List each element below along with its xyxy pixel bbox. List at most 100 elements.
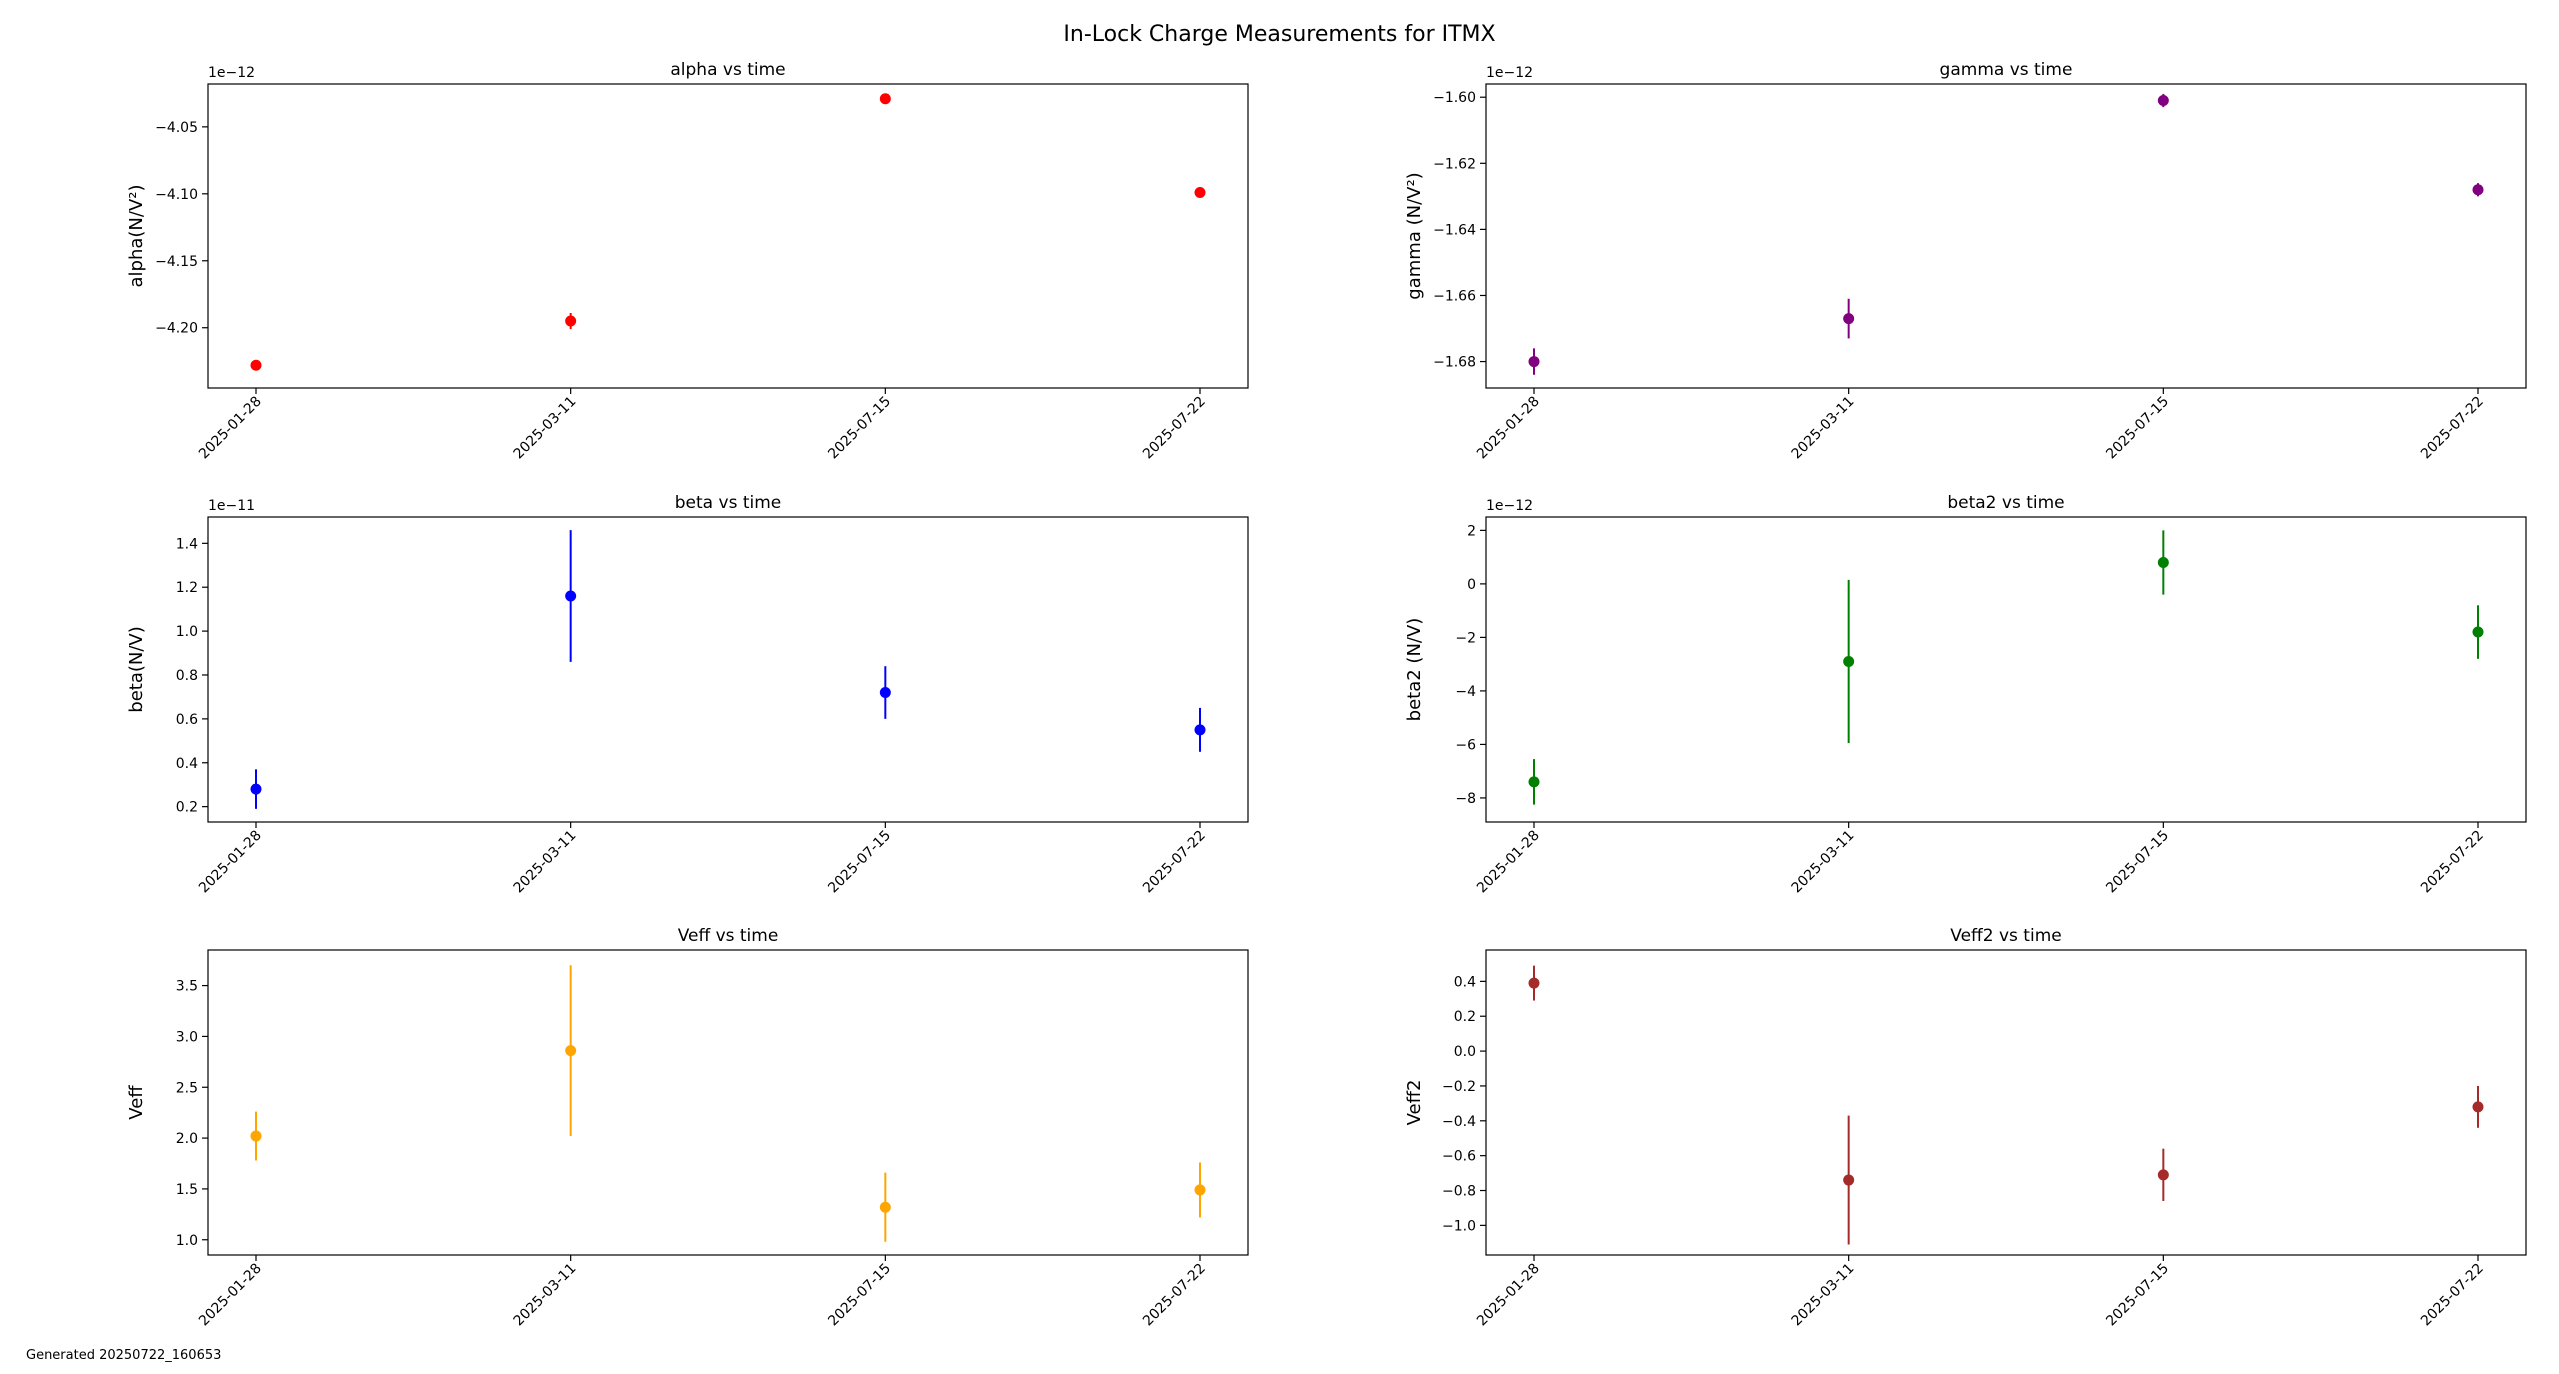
data-point (1528, 776, 1540, 788)
axes-frame (207, 949, 1249, 1256)
y-tick-label: 0.0 (1454, 1044, 1476, 1060)
y-tick-label: −2 (1455, 630, 1476, 646)
panel-5: Veff vs time 1.0 1.5 2.0 2.5 3.0 3.5 Veff 2025-0… (126, 926, 1249, 1330)
y-tick-label: −4.05 (155, 120, 198, 136)
x-tick-label: 2025-07-15 (825, 1261, 894, 1330)
data-point (250, 783, 262, 795)
data-point (250, 359, 262, 371)
data-point (1843, 655, 1855, 667)
axes-frame (207, 83, 1249, 389)
x-tick-label: 2025-03-11 (511, 828, 580, 897)
x-tick-label: 2025-01-28 (196, 394, 265, 463)
y-tick-label: 0.6 (176, 712, 198, 728)
x-tick-label: 2025-01-28 (196, 1261, 265, 1330)
x-tick-label: 2025-03-11 (511, 394, 580, 463)
x-tick-label: 2025-07-22 (2418, 1261, 2487, 1330)
y-tick-label: −0.6 (1442, 1149, 1476, 1165)
y-tick-label: 0.4 (1454, 974, 1476, 990)
axes-frame (1485, 83, 2527, 389)
x-tick-label: 2025-07-22 (1140, 394, 1209, 463)
data-point (1528, 356, 1540, 368)
panel-1: alpha vs time 1e−12 −4.20 −4.15 −4.10 −4.05 al… (126, 60, 1249, 463)
panel-title: beta vs time (675, 493, 781, 513)
x-tick-label: 2025-01-28 (1474, 828, 1543, 897)
axes-frame (1485, 949, 2527, 1256)
generated-footer: Generated 20250722_160653 (26, 1348, 222, 1363)
data-point (879, 93, 891, 105)
y-axis-label: gamma (N/V²) (1404, 172, 1425, 299)
x-tick-label: 2025-01-28 (196, 828, 265, 897)
y-tick-label: 0.2 (1454, 1009, 1476, 1025)
offset-label: 1e−11 (208, 498, 255, 514)
axes-frame (207, 516, 1249, 823)
x-tick-label: 2025-03-11 (511, 1261, 580, 1330)
y-axis-label: alpha(N/V²) (126, 185, 147, 288)
panel-title: alpha vs time (670, 60, 785, 80)
y-axis-label: Veff (126, 1085, 147, 1120)
x-tick-label: 2025-01-28 (1474, 1261, 1543, 1330)
y-tick-label: 0 (1467, 577, 1476, 593)
data-point (565, 315, 577, 327)
panel-4: beta2 vs time 1e−12 −8 −6 −4 −2 0 2 beta2 (N/V) 2… (1404, 493, 2527, 897)
data-point (2472, 1101, 2484, 1113)
panel-title: gamma vs time (1940, 60, 2073, 80)
y-tick-label: −1.62 (1433, 156, 1476, 172)
y-tick-label: 1.4 (176, 536, 198, 552)
offset-label: 1e−12 (1486, 65, 1533, 81)
y-tick-label: 1.0 (176, 1233, 198, 1249)
y-tick-label: −0.4 (1442, 1114, 1476, 1130)
data-point (879, 687, 891, 699)
x-tick-label: 2025-03-11 (1789, 394, 1858, 463)
panel-title: Veff vs time (678, 926, 779, 946)
y-tick-label: −4.20 (155, 321, 198, 337)
data-point (879, 1201, 891, 1213)
x-tick-label: 2025-07-15 (825, 394, 894, 463)
data-point (1843, 313, 1855, 325)
y-tick-label: −0.2 (1442, 1079, 1476, 1095)
x-tick-label: 2025-07-22 (1140, 828, 1209, 897)
data-point (565, 1045, 577, 1057)
y-tick-label: 2.0 (176, 1131, 198, 1147)
y-tick-label: −4.10 (155, 187, 198, 203)
x-tick-label: 2025-07-22 (2418, 828, 2487, 897)
panel-2: gamma vs time 1e−12 −1.68 −1.66 −1.64 −1.62 −1… (1404, 60, 2527, 463)
panel-title: beta2 vs time (1947, 493, 2064, 513)
x-tick-label: 2025-07-15 (2103, 394, 2172, 463)
y-tick-label: 0.4 (176, 756, 198, 772)
data-point (2472, 626, 2484, 638)
offset-label: 1e−12 (1486, 498, 1533, 514)
y-tick-label: 0.2 (176, 800, 198, 816)
y-tick-label: 2.5 (176, 1080, 198, 1096)
y-axis-label: beta(N/V) (126, 626, 147, 712)
data-point (2472, 184, 2484, 196)
data-point (1843, 1174, 1855, 1186)
y-tick-label: −1.0 (1442, 1218, 1476, 1234)
y-tick-label: −4.15 (155, 254, 198, 270)
y-tick-label: 2 (1467, 523, 1476, 539)
data-point (1194, 1184, 1206, 1196)
panel-title: Veff2 vs time (1950, 926, 2061, 946)
panel-6: Veff2 vs time −1.0 −0.8 −0.6 −0.4 −0.2 0.0 0.2 0… (1404, 926, 2527, 1330)
offset-label: 1e−12 (208, 65, 255, 81)
y-tick-label: 3.5 (176, 979, 198, 995)
x-tick-label: 2025-07-15 (2103, 1261, 2172, 1330)
y-tick-label: 1.2 (176, 580, 198, 596)
y-tick-label: −1.64 (1433, 222, 1476, 238)
x-tick-label: 2025-07-22 (1140, 1261, 1209, 1330)
y-axis-label: Veff2 (1404, 1080, 1425, 1126)
y-tick-label: 1.5 (176, 1182, 198, 1198)
y-tick-label: −1.68 (1433, 355, 1476, 371)
axes-frame (1485, 516, 2527, 823)
data-point (2157, 1169, 2169, 1181)
x-tick-label: 2025-07-22 (2418, 394, 2487, 463)
data-point (1528, 977, 1540, 989)
y-axis-label: beta2 (N/V) (1404, 618, 1425, 722)
data-point (2157, 556, 2169, 568)
x-tick-label: 2025-03-11 (1789, 1261, 1858, 1330)
y-tick-label: 1.0 (176, 624, 198, 640)
y-tick-label: 3.0 (176, 1029, 198, 1045)
y-tick-label: −8 (1455, 791, 1476, 807)
data-point (1194, 186, 1206, 198)
figure-title: In-Lock Charge Measurements for ITMX (1063, 22, 1496, 47)
